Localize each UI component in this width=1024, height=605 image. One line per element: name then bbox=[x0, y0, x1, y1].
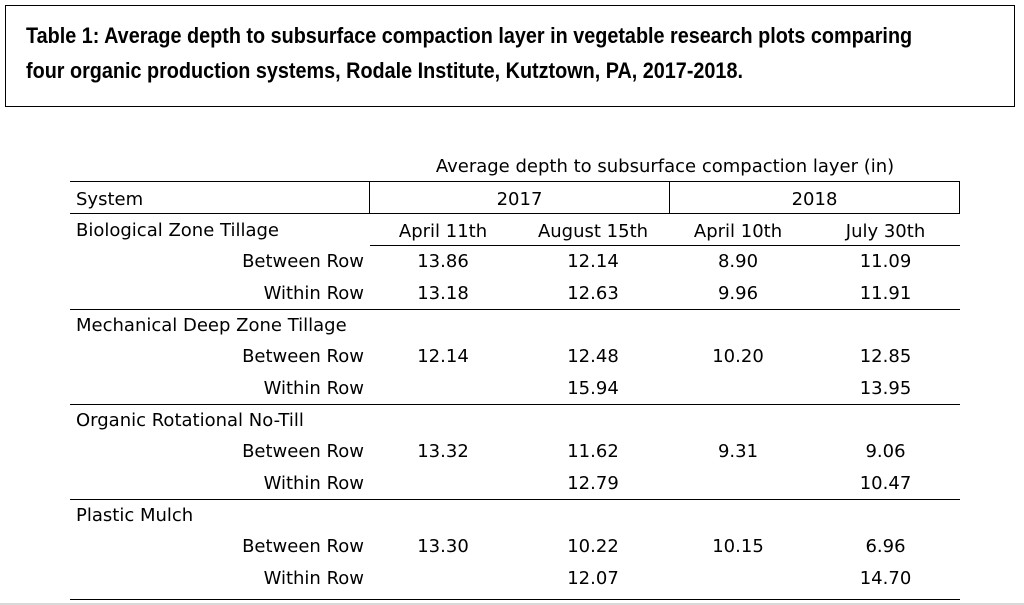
group-separator bbox=[70, 404, 960, 405]
value-cell: 6.96 bbox=[865, 536, 906, 557]
column-divider bbox=[669, 181, 670, 213]
date-header: April 11th bbox=[398, 221, 488, 242]
row-label: Between Row bbox=[242, 441, 364, 462]
date-header: April 10th bbox=[693, 221, 783, 242]
value-cell: 12.79 bbox=[567, 473, 619, 494]
value-cell: 9.31 bbox=[717, 441, 759, 462]
date-header: July 30th bbox=[845, 221, 926, 242]
value-cell: 9.96 bbox=[717, 283, 759, 304]
value-cell: 10.20 bbox=[712, 346, 764, 367]
table-title-box: Table 1: Average depth to subsurface com… bbox=[5, 5, 1015, 107]
column-divider bbox=[369, 181, 370, 213]
row-label: Between Row bbox=[242, 536, 364, 557]
value-cell: 12.14 bbox=[417, 346, 469, 367]
value-cell: 13.95 bbox=[859, 378, 912, 399]
year-header-2018: 2018 bbox=[791, 189, 838, 210]
value-cell: 12.07 bbox=[567, 568, 619, 589]
value-cell: 10.47 bbox=[859, 473, 912, 494]
value-cell: 12.14 bbox=[567, 251, 619, 272]
rule-line bbox=[70, 181, 960, 182]
table-title: Table 1: Average depth to subsurface com… bbox=[26, 23, 913, 83]
system-name: Organic Rotational No-Till bbox=[76, 410, 304, 431]
row-label: Between Row bbox=[242, 251, 364, 272]
value-cell: 13.18 bbox=[417, 283, 469, 304]
value-cell: 11.62 bbox=[567, 441, 619, 462]
system-name: Biological Zone Tillage bbox=[76, 220, 279, 241]
rule-line bbox=[370, 245, 960, 246]
row-label: Within Row bbox=[263, 378, 364, 399]
value-cell: 9.06 bbox=[865, 441, 906, 462]
value-cell: 13.86 bbox=[417, 251, 469, 272]
system-name: Mechanical Deep Zone Tillage bbox=[76, 315, 347, 336]
system-header: System bbox=[76, 189, 144, 210]
value-cell: 13.30 bbox=[417, 536, 469, 557]
date-header: August 15th bbox=[537, 221, 649, 242]
group-separator bbox=[70, 309, 960, 310]
column-divider bbox=[959, 181, 960, 213]
value-cell: 10.22 bbox=[567, 536, 619, 557]
row-label: Within Row bbox=[263, 473, 364, 494]
page-bottom-edge bbox=[0, 603, 1024, 605]
row-label: Between Row bbox=[242, 346, 364, 367]
year-header-2017: 2017 bbox=[496, 189, 543, 210]
value-cell: 11.09 bbox=[859, 251, 912, 272]
system-name: Plastic Mulch bbox=[76, 505, 194, 526]
row-label: Within Row bbox=[263, 283, 364, 304]
value-cell: 15.94 bbox=[567, 378, 619, 399]
value-cell: 10.15 bbox=[712, 536, 764, 557]
value-cell: 14.70 bbox=[859, 568, 912, 589]
group-separator bbox=[70, 499, 960, 500]
super-header: Average depth to subsurface compaction l… bbox=[435, 156, 895, 177]
rule-line bbox=[70, 213, 960, 214]
value-cell: 12.85 bbox=[859, 346, 912, 367]
data-table: Average depth to subsurface compaction l… bbox=[70, 150, 960, 605]
value-cell: 13.32 bbox=[417, 441, 469, 462]
group-separator bbox=[70, 599, 960, 600]
value-cell: 11.91 bbox=[859, 283, 912, 304]
value-cell: 12.48 bbox=[567, 346, 619, 367]
value-cell: 8.90 bbox=[717, 251, 759, 272]
row-label: Within Row bbox=[263, 568, 364, 589]
value-cell: 12.63 bbox=[567, 283, 619, 304]
